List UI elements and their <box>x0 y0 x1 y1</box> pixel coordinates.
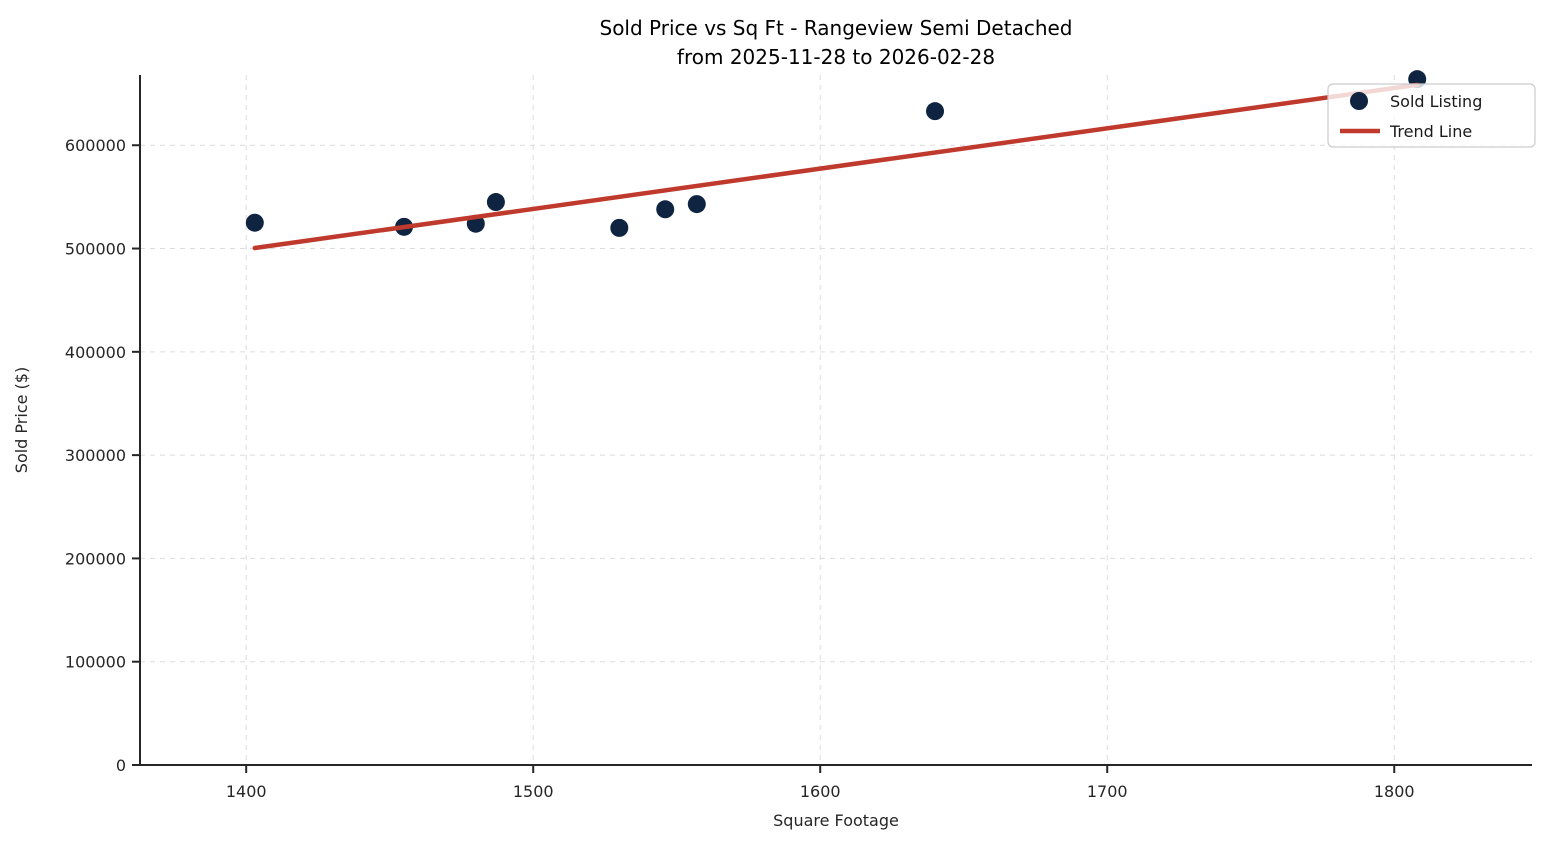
scatter-point <box>610 218 629 237</box>
x-tick-label: 1400 <box>226 782 267 801</box>
y-tick-label: 300000 <box>65 446 126 465</box>
axes-spines <box>139 75 1532 766</box>
scatter-point <box>926 102 945 121</box>
chart-title-line2: from 2025-11-28 to 2026-02-28 <box>677 45 995 69</box>
legend: Sold Listing Trend Line <box>1327 83 1536 148</box>
x-tick-label: 1500 <box>513 782 554 801</box>
scatter-point <box>486 193 505 212</box>
legend-marker-sold-listing-icon <box>1350 92 1368 110</box>
series-layer <box>245 70 1427 251</box>
y-axis-label: Sold Price ($) <box>12 367 31 473</box>
ticks-layer: 1400 1500 1600 1700 1800 0 100000 200000 300000 4… <box>65 136 1415 801</box>
legend-label-sold-listing: Sold Listing <box>1390 92 1482 111</box>
trend-line <box>252 82 1420 251</box>
x-tick-label: 1800 <box>1374 782 1415 801</box>
scatter-point <box>687 195 706 214</box>
chart-title-line1: Sold Price vs Sq Ft - Rangeview Semi Det… <box>600 16 1073 40</box>
y-tick-label: 100000 <box>65 653 126 672</box>
y-tick-label: 0 <box>116 756 126 775</box>
y-tick-label: 200000 <box>65 549 126 568</box>
scatter-point <box>245 213 264 232</box>
x-axis-label: Square Footage <box>773 811 899 830</box>
x-tick-label: 1700 <box>1087 782 1128 801</box>
x-tick-label: 1600 <box>800 782 841 801</box>
scatter-point <box>656 200 675 219</box>
y-tick-label: 500000 <box>65 240 126 259</box>
y-tick-label: 600000 <box>65 136 126 155</box>
y-tick-label: 400000 <box>65 343 126 362</box>
grid-layer <box>140 75 1532 765</box>
legend-label-trend-line: Trend Line <box>1389 122 1472 141</box>
